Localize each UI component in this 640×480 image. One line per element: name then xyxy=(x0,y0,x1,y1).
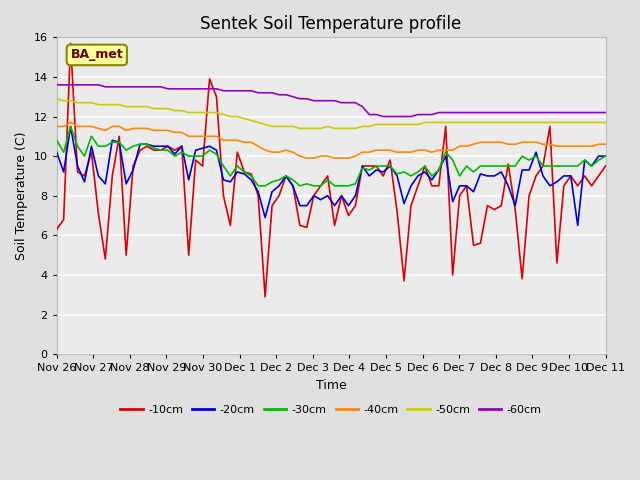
Y-axis label: Soil Temperature (C): Soil Temperature (C) xyxy=(15,132,28,260)
X-axis label: Time: Time xyxy=(316,379,346,392)
Legend: -10cm, -20cm, -30cm, -40cm, -50cm, -60cm: -10cm, -20cm, -30cm, -40cm, -50cm, -60cm xyxy=(116,401,546,420)
Text: BA_met: BA_met xyxy=(70,48,123,61)
Title: Sentek Soil Temperature profile: Sentek Soil Temperature profile xyxy=(200,15,461,33)
